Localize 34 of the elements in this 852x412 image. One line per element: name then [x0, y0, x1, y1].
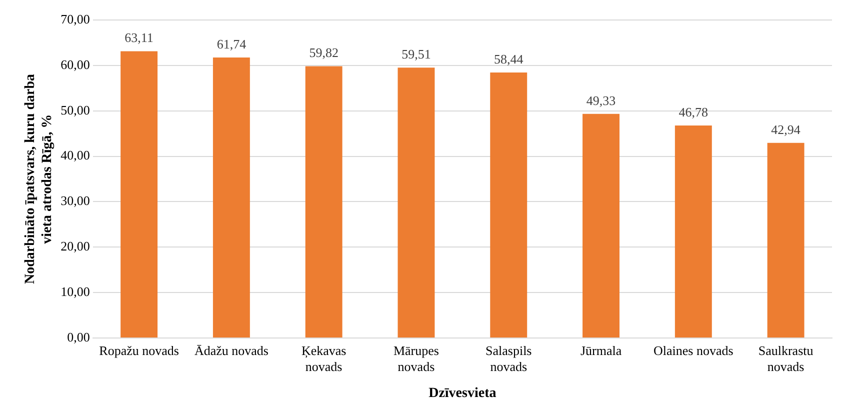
x-axis-title: Dzīvesvieta: [428, 386, 496, 402]
y-tick-label: 50,00: [60, 102, 90, 118]
data-label: 42,94: [771, 122, 801, 137]
y-tick-label: 40,00: [60, 148, 90, 163]
data-label: 46,78: [678, 104, 708, 120]
bar: [212, 58, 250, 338]
y-tick-label: 10,00: [60, 284, 90, 299]
bar: [120, 51, 158, 338]
y-tick-label: 30,00: [60, 193, 90, 208]
y-tick-label: 20,00: [60, 238, 90, 254]
data-label: 58,44: [494, 51, 524, 66]
data-label: 49,33: [586, 92, 616, 108]
bar: [305, 66, 342, 338]
bar: [582, 114, 620, 338]
data-label: 63,11: [124, 30, 154, 46]
bar: [398, 68, 435, 338]
y-tick-label: 60,00: [60, 56, 90, 72]
data-label: 61,74: [216, 36, 247, 52]
x-tick-label: Mārupes novads: [393, 343, 439, 374]
x-tick-label: Olaines novads: [654, 343, 734, 358]
x-tick-label: Salaspils novads: [486, 343, 532, 374]
bar: [490, 72, 528, 338]
x-tick-label: Ropažu novads: [99, 343, 179, 358]
y-tick-label: 0,00: [67, 329, 90, 344]
bar: [767, 142, 804, 338]
y-tick-label: 70,00: [60, 11, 90, 26]
x-tick-label: Ķekavas novads: [301, 343, 346, 374]
data-label: 59,82: [309, 45, 338, 60]
x-tick-label: Saulkrastu novads: [758, 343, 814, 374]
x-tick-label: Jūrmala: [580, 343, 622, 358]
bar: [674, 125, 712, 338]
y-axis-title: Nodarbināto īpatsvars, kuru darba vieta atrodas Rīgā, %: [23, 74, 55, 284]
data-label: 59,51: [402, 46, 431, 62]
x-tick-label: Ādažu novads: [194, 343, 268, 358]
